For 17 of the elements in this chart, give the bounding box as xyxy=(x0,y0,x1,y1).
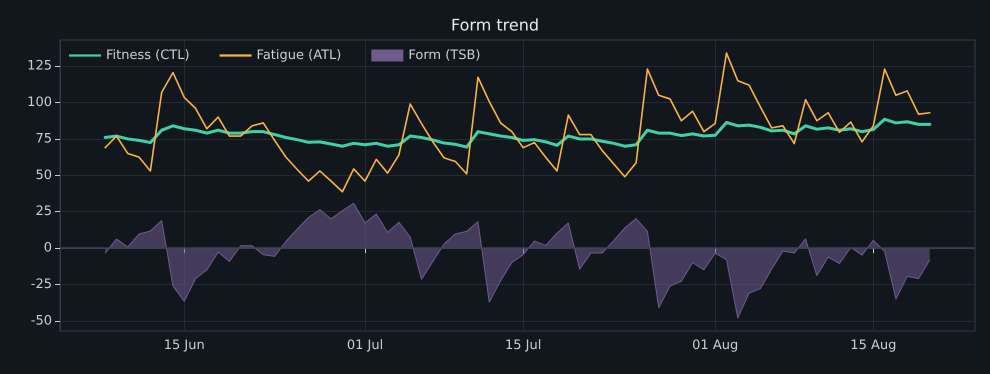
x-tick-label: 01 Jul xyxy=(346,338,384,353)
y-tick-label: -50 xyxy=(30,313,52,328)
x-tick-label: 15 Jun xyxy=(164,338,205,353)
y-tick-label: 125 xyxy=(27,58,52,74)
y-tick-label: 25 xyxy=(35,204,52,220)
x-tick-label: 15 Jul xyxy=(504,338,542,353)
y-tick-label: 75 xyxy=(35,131,52,146)
x-tick-label: 15 Aug xyxy=(850,338,896,353)
x-tick-label: 01 Aug xyxy=(692,338,738,353)
y-tick-label: -25 xyxy=(30,276,52,292)
y-tick-label: 100 xyxy=(27,95,52,110)
y-tick-label: 50 xyxy=(35,168,52,183)
legend-label: Form (TSB) xyxy=(408,48,480,63)
y-tick-label: 0 xyxy=(44,240,52,256)
chart-title: Form trend xyxy=(450,16,540,34)
legend-label: Fatigue (ATL) xyxy=(256,48,342,63)
legend-label: Fitness (CTL) xyxy=(106,48,190,63)
